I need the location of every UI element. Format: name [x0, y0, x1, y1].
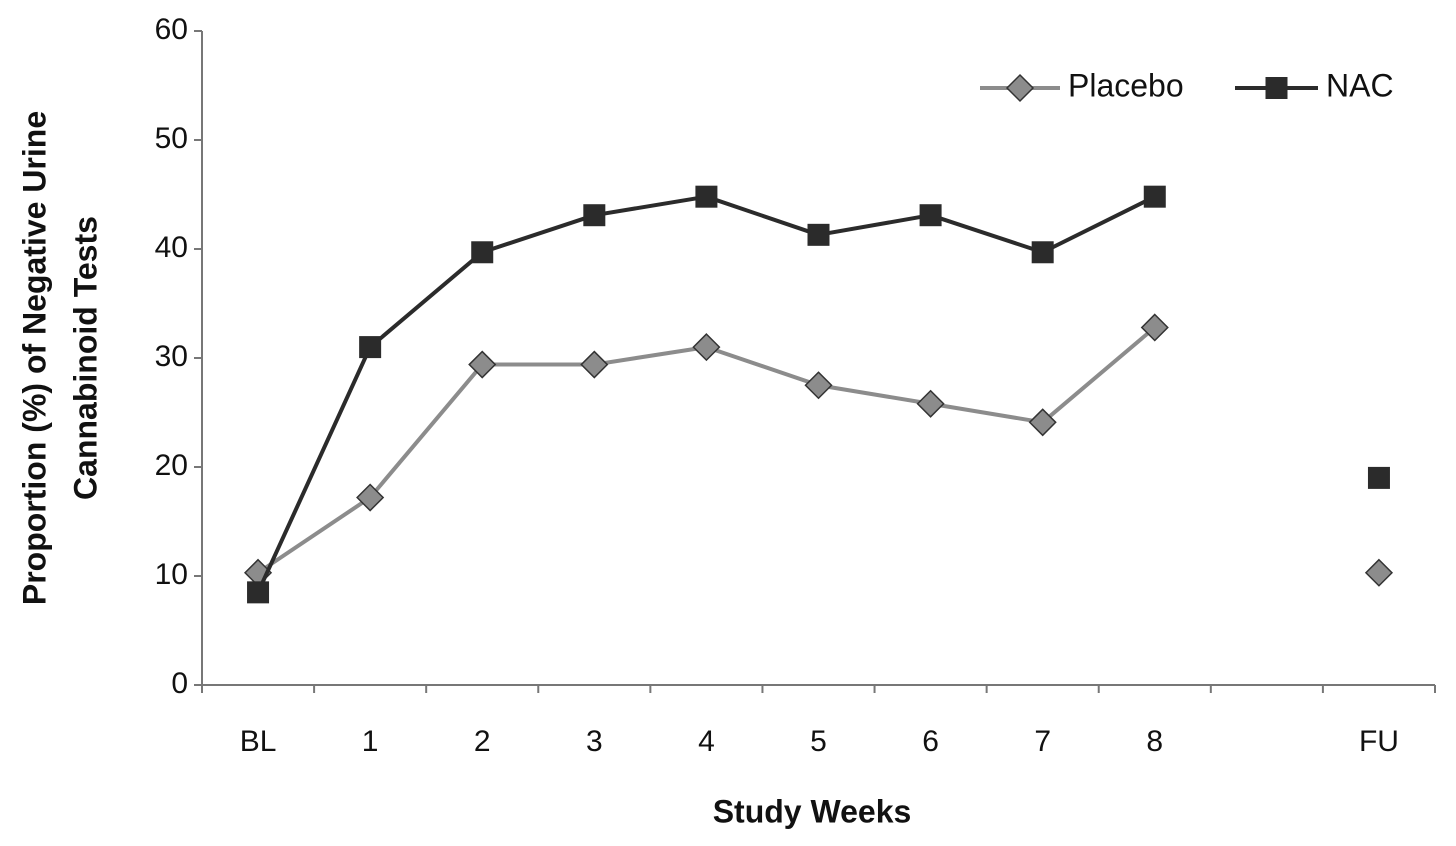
data-point [247, 581, 270, 604]
y-axis-title: Proportion (%) of Negative Urine [16, 111, 52, 605]
x-tick-label: BL [240, 725, 277, 758]
data-point [356, 483, 385, 512]
data-point [1140, 313, 1169, 342]
legend-marker [1005, 73, 1035, 103]
data-point [1143, 185, 1166, 208]
x-tick-label: 2 [474, 725, 491, 758]
legend-label: Placebo [1068, 67, 1184, 103]
y-tick-label: 20 [155, 449, 188, 482]
data-point [807, 223, 830, 246]
y-tick-label: 40 [155, 231, 188, 264]
data-point [359, 336, 382, 359]
data-point [916, 389, 945, 418]
x-tick-label: 3 [586, 725, 603, 758]
y-tick-label: 50 [155, 122, 188, 155]
data-point [1364, 558, 1394, 587]
x-tick-label: 8 [1146, 725, 1163, 758]
data-point [468, 350, 497, 379]
x-tick-label: 5 [810, 725, 827, 758]
data-point [919, 204, 942, 227]
y-tick-label: 10 [155, 558, 188, 591]
data-point [1028, 408, 1057, 437]
y-axis-title: Cannabinoid Tests [67, 216, 103, 500]
y-tick-label: 60 [155, 13, 188, 46]
data-point [580, 350, 609, 379]
data-point [692, 333, 721, 362]
data-point [471, 241, 494, 264]
x-tick-label: 7 [1034, 725, 1051, 758]
x-tick-label: 6 [922, 725, 939, 758]
data-point [1031, 241, 1054, 264]
data-point [695, 185, 718, 208]
legend-marker [1265, 77, 1288, 99]
x-tick-label: 4 [698, 725, 715, 758]
series-line [258, 327, 1379, 572]
y-tick-label: 0 [171, 667, 188, 700]
data-point [583, 204, 606, 227]
y-tick-label: 30 [155, 340, 188, 373]
data-point [1367, 466, 1390, 489]
x-tick-label: FU [1359, 725, 1399, 758]
data-point [804, 371, 833, 400]
x-tick-label: 1 [362, 725, 379, 758]
x-axis-title: Study Weeks [713, 793, 912, 829]
legend-label: NAC [1326, 67, 1394, 103]
